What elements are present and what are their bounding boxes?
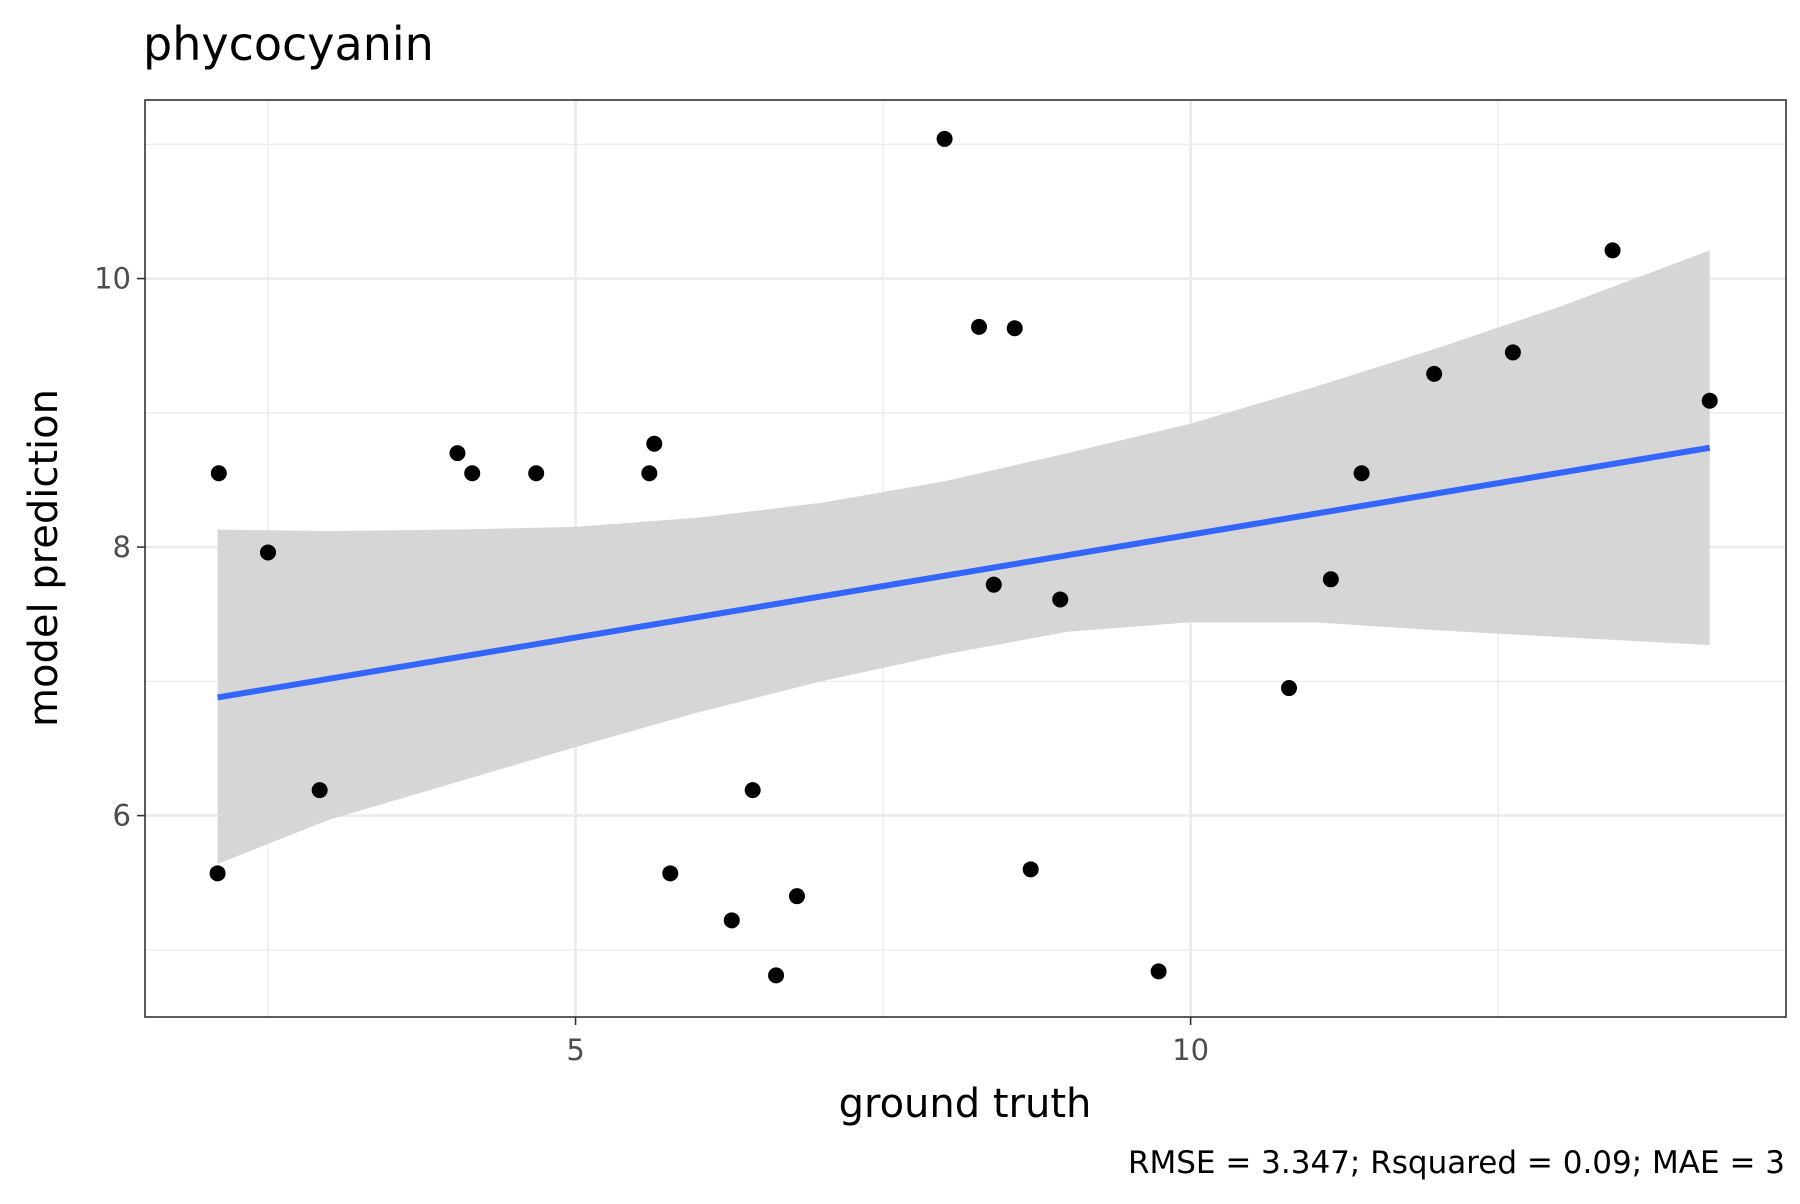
y-tick-label: 10 bbox=[94, 262, 131, 296]
data-point bbox=[1504, 344, 1521, 361]
data-point bbox=[641, 465, 658, 482]
data-point bbox=[1426, 365, 1443, 382]
data-point bbox=[260, 544, 277, 561]
data-point bbox=[1006, 320, 1023, 337]
y-tick-label: 8 bbox=[113, 530, 131, 564]
data-point bbox=[464, 465, 481, 482]
y-tick-label: 6 bbox=[113, 799, 131, 833]
data-point bbox=[1052, 591, 1069, 608]
x-tick-label: 5 bbox=[566, 1033, 584, 1067]
data-point bbox=[744, 782, 761, 799]
regression-line bbox=[217, 444, 1711, 701]
data-point bbox=[528, 465, 545, 482]
data-point bbox=[1353, 465, 1370, 482]
chart-title: phycocyanin bbox=[143, 17, 434, 71]
data-point bbox=[723, 912, 740, 929]
data-point bbox=[210, 465, 227, 482]
data-point bbox=[1150, 963, 1167, 980]
y-axis-label: model prediction bbox=[21, 389, 67, 727]
plot-border bbox=[144, 99, 1787, 1018]
data-point bbox=[768, 967, 785, 984]
data-point bbox=[936, 130, 953, 147]
regression-line-layer bbox=[217, 444, 1711, 701]
data-point bbox=[1281, 680, 1298, 697]
data-point bbox=[985, 576, 1002, 593]
data-point bbox=[1604, 242, 1621, 259]
x-axis-ticks: 5 10 bbox=[566, 1017, 1209, 1067]
x-axis-label: ground truth bbox=[839, 1081, 1092, 1127]
data-point bbox=[311, 782, 328, 799]
data-point bbox=[788, 888, 805, 905]
data-point bbox=[1322, 571, 1339, 588]
data-point bbox=[209, 865, 226, 882]
data-point bbox=[449, 445, 466, 462]
confidence-band-layer bbox=[217, 250, 1710, 864]
data-point bbox=[646, 435, 663, 452]
data-points bbox=[209, 130, 1718, 984]
data-point bbox=[971, 318, 988, 335]
x-tick-label: 10 bbox=[1172, 1033, 1209, 1067]
data-point bbox=[1701, 392, 1718, 409]
metrics-caption: RMSE = 3.347; Rsquared = 0.09; MAE = 3 bbox=[1128, 1145, 1785, 1181]
data-point bbox=[662, 865, 679, 882]
y-axis-ticks: 6 8 10 bbox=[94, 262, 145, 833]
confidence-band bbox=[217, 250, 1710, 864]
data-point bbox=[1022, 861, 1039, 878]
